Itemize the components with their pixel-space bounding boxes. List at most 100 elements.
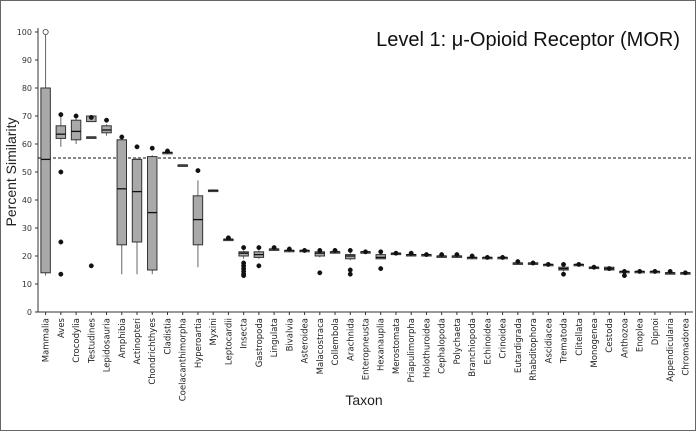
x-tick-label: Hyperoartia <box>194 318 204 368</box>
x-tick-label: Enteropneusta <box>362 318 372 380</box>
x-tick-label: Testudines <box>87 317 97 363</box>
outlier-point <box>286 246 292 252</box>
outlier-point <box>317 270 323 276</box>
box <box>116 139 128 246</box>
outlier-point <box>515 259 521 265</box>
outlier-point <box>652 268 658 274</box>
x-tick-label: Lingulata <box>270 318 280 357</box>
outlier-point <box>576 261 582 267</box>
x-tick-label: Cladistia <box>163 318 173 355</box>
x-tick-label: Rhabditophora <box>529 318 539 381</box>
x-tick-label: Arachnida <box>346 318 356 361</box>
x-tick-label: Myxini <box>209 318 219 346</box>
outlier-point <box>363 249 368 255</box>
outlier-point <box>347 247 353 253</box>
x-tick-label: Polychaeta <box>453 318 463 364</box>
outlier-point <box>73 113 79 119</box>
outlier-point <box>469 253 475 259</box>
y-tick-label: 20 <box>22 252 32 261</box>
x-tick-label: Trematoda <box>560 318 570 364</box>
outlier-point <box>530 260 536 266</box>
outlier-point <box>119 134 125 140</box>
x-tick-label: Amphibia <box>118 318 128 358</box>
x-tick-label: Lepidosauria <box>103 318 113 372</box>
outlier-point <box>408 250 414 256</box>
x-tick-label: Cephalopoda <box>438 318 448 374</box>
x-tick-label: Appendicularia <box>666 318 676 382</box>
x-tick-label: Insecta <box>240 318 250 349</box>
y-tick-label: 40 <box>22 196 32 205</box>
outlier-point <box>256 263 262 269</box>
x-tick-label: Leptocardii <box>224 318 234 365</box>
y-tick-label: 10 <box>22 280 32 289</box>
outlier-point <box>484 254 490 260</box>
box <box>131 158 143 243</box>
chart-title: Level 1: μ-Opioid Receptor (MOR) <box>376 29 680 51</box>
box <box>101 125 112 134</box>
box <box>375 254 386 260</box>
outlier-point <box>500 254 506 260</box>
outlier-point <box>622 273 627 279</box>
outlier-point <box>393 250 399 256</box>
x-tick-label: Ascidiacea <box>544 318 554 363</box>
outlier-point <box>637 268 643 274</box>
outlier-point <box>561 271 566 277</box>
outlier-point <box>241 273 247 279</box>
x-tick-label: Gastropoda <box>255 318 265 367</box>
box <box>55 125 67 139</box>
outlier-point <box>622 268 627 274</box>
x-tick-label: Crocodylia <box>72 318 82 363</box>
x-tick-label: Chondrichthyes <box>148 317 158 384</box>
outlier-point <box>606 266 612 272</box>
outlier-point <box>256 245 262 251</box>
outlier-point <box>149 145 155 151</box>
box <box>345 254 356 260</box>
x-tick-label: Branchiopoda <box>468 318 478 377</box>
outlier-point <box>332 247 338 253</box>
x-tick-label: Asteroidea <box>301 318 311 364</box>
y-tick-label: 100 <box>17 28 32 37</box>
outlier-point <box>347 271 353 277</box>
x-tick-label: Coelacanthimorpha <box>179 318 189 401</box>
outlier-point <box>302 247 308 253</box>
outlier-point <box>271 245 277 251</box>
x-tick-label: Cestoda <box>605 318 615 353</box>
outlier-point <box>58 239 64 245</box>
outlier-point <box>88 263 94 269</box>
outlier-point <box>88 114 94 120</box>
x-tick-label: Anthozoa <box>620 318 630 358</box>
y-tick-label: 60 <box>22 140 32 149</box>
outlier-point <box>58 169 64 175</box>
y-tick-label: 50 <box>22 168 32 177</box>
x-axis-title: Taxon <box>345 392 382 408</box>
x-tick-label: Crinoidea <box>499 318 509 359</box>
x-tick-label: Echinoidea <box>483 318 493 365</box>
box <box>147 156 158 271</box>
outlier-point <box>42 28 49 35</box>
box <box>192 195 204 246</box>
x-tick-label: Dipnoi <box>651 318 661 345</box>
x-tick-label: Hexanauplia <box>377 318 387 371</box>
outlier-point <box>58 271 64 277</box>
outlier-point <box>378 266 384 272</box>
outlier-point <box>667 268 673 274</box>
y-axis-title: Percent Similarity <box>3 118 19 227</box>
x-tick-label: Enoplea <box>636 318 646 352</box>
outlier-point <box>58 112 64 118</box>
outlier-point <box>439 252 445 258</box>
outlier-point <box>682 270 688 276</box>
x-tick-label: Merostomata <box>392 318 402 374</box>
plot-area: 0 10 20 30 40 50 60 70 80 90 100 Mammalia Aves Crocod… <box>17 28 693 401</box>
x-tick-label: Priapulimorpha <box>407 318 417 383</box>
x-tick-label: Chromadorea <box>681 318 691 376</box>
x-tick-label: Holothuroidea <box>422 318 432 378</box>
outlier-point <box>423 252 429 258</box>
x-tick-label: Collembola <box>331 318 341 366</box>
x-tick-label: Mammalia <box>42 318 52 362</box>
y-tick-label: 80 <box>22 84 32 93</box>
box <box>40 87 51 274</box>
outlier-point <box>317 247 323 253</box>
outlier-point <box>591 264 597 270</box>
